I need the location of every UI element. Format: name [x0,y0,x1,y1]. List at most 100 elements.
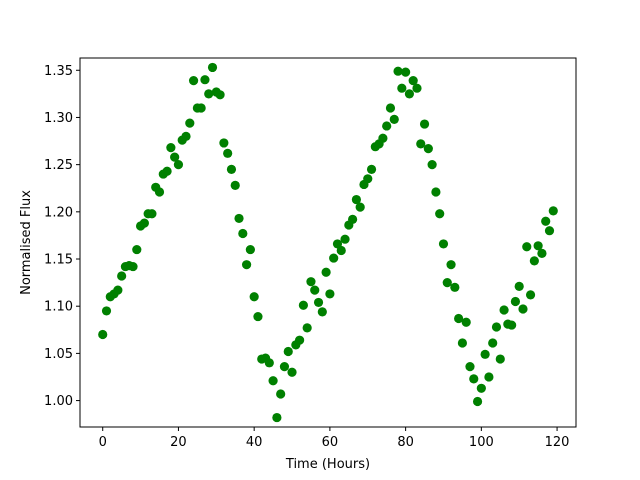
data-point [484,372,494,382]
y-tick-label: 1.15 [44,253,73,268]
data-point [491,322,502,332]
data-point [351,194,361,205]
data-point [162,166,172,176]
data-point [454,313,464,324]
y-tick-label: 1.35 [44,64,73,79]
data-point [207,62,218,73]
data-point [117,271,127,281]
y-tick-label: 1.20 [44,205,73,220]
data-point [378,133,388,143]
data-point [279,362,290,372]
y-axis-ticks: 1.00 1.05 1.10 1.15 1.20 1.25 1.30 1.35 [44,64,80,409]
data-point [450,282,460,292]
data-point [518,304,528,314]
data-point [234,213,244,224]
data-point [382,121,392,131]
data-point [101,306,112,316]
data-point [132,244,142,255]
data-point [363,174,373,184]
data-point [276,389,286,399]
data-point [469,374,479,384]
data-point [272,412,282,423]
data-point [416,139,426,149]
y-tick-label: 1.30 [44,111,73,126]
data-point [431,187,441,197]
data-point [128,261,138,272]
y-tick-label: 1.10 [44,300,73,315]
data-point [181,131,191,141]
data-point [215,90,225,100]
data-point [287,367,297,377]
data-point [245,244,255,255]
data-point [253,311,263,322]
data-point [340,234,350,244]
data-point [200,75,210,85]
data-point [465,362,475,372]
data-point [196,103,206,113]
data-point [548,206,558,216]
x-tick-label: 100 [469,435,494,450]
data-point [264,358,274,368]
data-point [173,160,184,170]
data-point [488,338,498,348]
data-point [310,285,320,295]
data-point [238,228,248,239]
data-point [219,138,229,148]
data-point [476,383,486,393]
data-point [412,83,422,93]
data-point [514,281,524,291]
data-point [393,66,403,76]
data-point [139,218,149,228]
data-point [268,376,278,386]
data-point [404,89,415,99]
data-point [389,114,399,124]
x-axis-label: Time (Hours) [285,457,370,472]
x-tick-label: 120 [545,435,570,450]
data-point [283,346,293,357]
data-point [306,277,316,287]
x-tick-label: 60 [322,435,339,450]
y-tick-label: 1.05 [44,347,73,362]
y-axis-label: Normalised Flux [19,190,34,295]
data-point [438,239,449,249]
data-point [385,103,396,113]
y-tick-label: 1.25 [44,158,73,173]
data-point [522,242,532,252]
data-point [529,256,539,266]
y-tick-label: 1.00 [44,394,73,409]
x-tick-label: 0 [99,435,107,450]
data-point [457,338,468,348]
data-point [223,148,233,158]
data-point [166,143,176,153]
data-point [533,241,543,251]
data-point [427,160,437,170]
data-point [480,349,490,359]
data-point [495,354,505,364]
data-point [507,320,517,330]
data-point [541,216,551,226]
data-point [204,89,214,99]
data-point [329,253,339,263]
data-point [408,76,418,86]
data-point [397,83,407,93]
data-point [226,164,237,174]
data-point [525,290,536,300]
data-point [499,305,509,315]
data-point [113,285,123,295]
data-point [170,152,180,162]
data-point [355,202,365,212]
data-point [472,396,483,407]
data-point [348,214,358,224]
x-tick-label: 40 [246,435,263,450]
data-point [366,164,377,174]
data-point [510,296,521,307]
data-point [185,118,195,128]
data-point [147,209,157,219]
plot-frame [79,57,577,428]
data-point [230,180,240,191]
x-tick-label: 20 [170,435,187,450]
data-point [419,119,430,129]
data-point [321,267,331,277]
x-tick-label: 80 [397,435,414,450]
